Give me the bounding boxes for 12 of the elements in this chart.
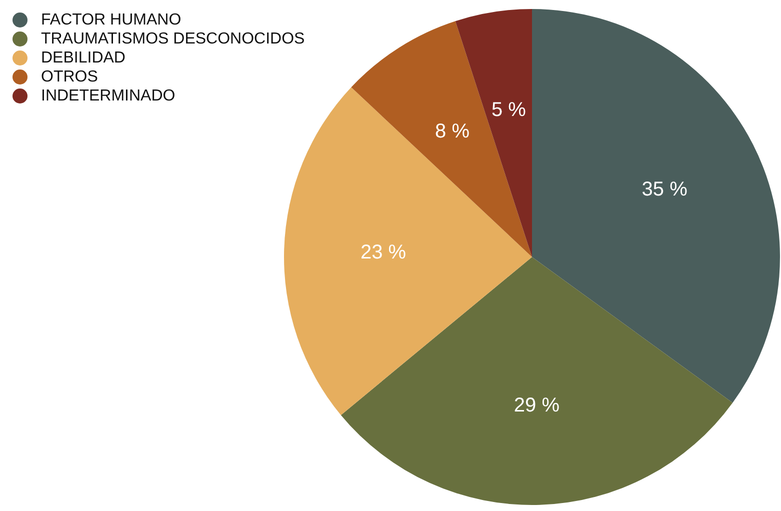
legend-label: OTROS: [41, 68, 98, 86]
pie-slice: [340, 257, 733, 505]
data-label: 8 %: [435, 120, 470, 142]
legend-label: FACTOR HUMANO: [41, 12, 182, 28]
data-label: 35 %: [642, 178, 688, 200]
data-label: 5 %: [491, 99, 526, 122]
legend-label: INDETERMINADO: [41, 88, 176, 104]
legend-label: TRAUMATISMOS DESCONOCIDOS: [41, 30, 305, 48]
data-label: 23 %: [360, 241, 406, 264]
legend-label: DEBILIDAD: [41, 50, 126, 66]
pie-slice: [351, 21, 532, 257]
data-label: 29 %: [514, 394, 560, 417]
